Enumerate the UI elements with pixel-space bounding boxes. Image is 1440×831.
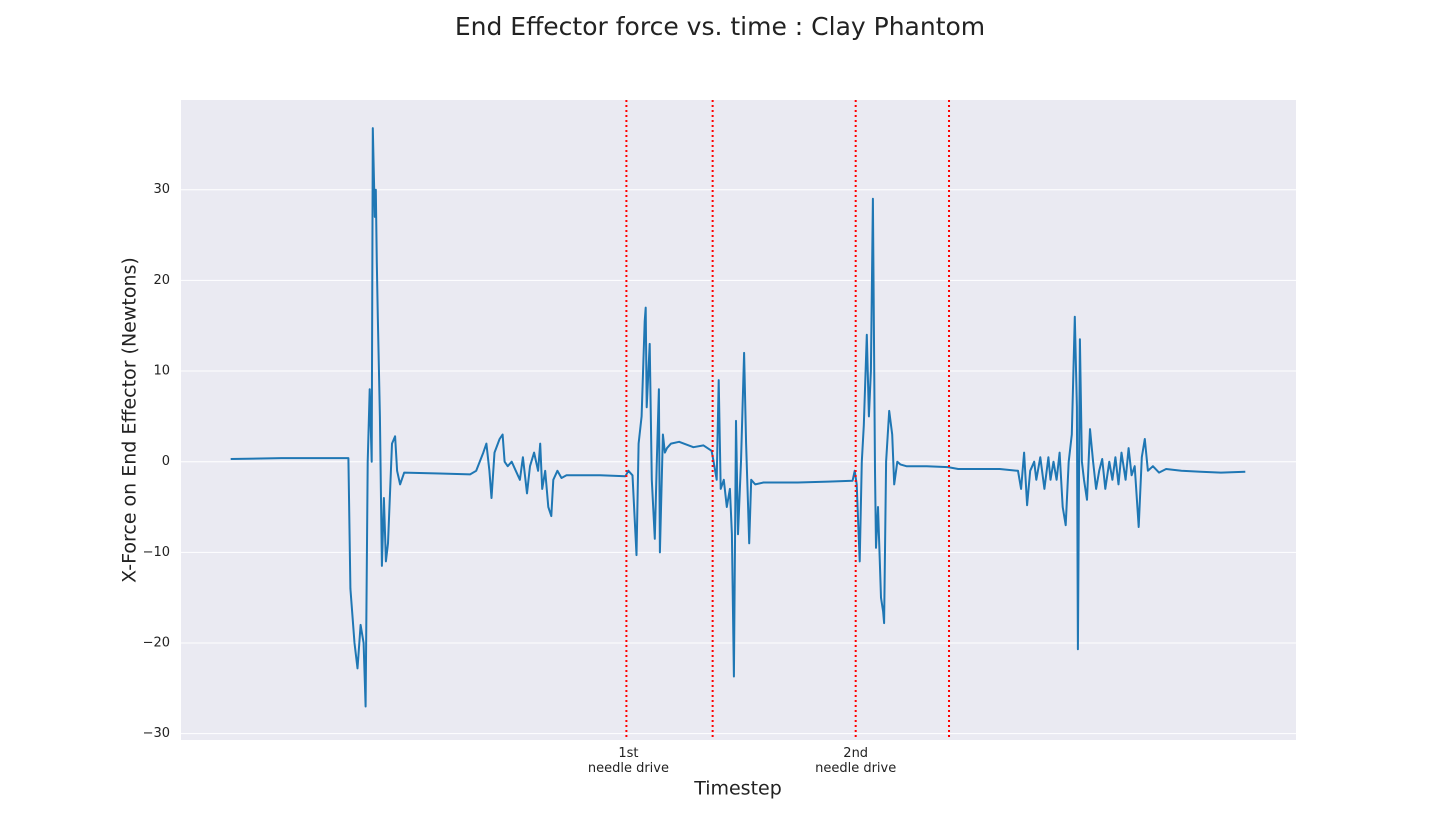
x-tick-label: 1st needle drive — [588, 746, 669, 776]
x-tick-label-line: 2nd — [843, 746, 868, 761]
y-axis-label: X-Force on End Effector (Newtons) — [119, 257, 141, 583]
chart-title: End Effector force vs. time : Clay Phant… — [455, 12, 985, 41]
y-tick-label: −10 — [143, 545, 170, 560]
x-tick-label-line: needle drive — [588, 761, 669, 776]
plot-area — [181, 100, 1296, 740]
data-line — [230, 127, 1246, 708]
y-tick-label: −20 — [143, 636, 170, 651]
x-tick-label-line: 1st — [618, 746, 638, 761]
x-tick-label: 2nd needle drive — [815, 746, 896, 776]
y-tick-label: −30 — [143, 726, 170, 741]
x-tick-label-line: needle drive — [815, 761, 896, 776]
y-tick-label: 30 — [153, 182, 170, 197]
y-tick-label: 0 — [162, 454, 170, 469]
y-tick-label: 20 — [153, 273, 170, 288]
x-axis-label: Timestep — [693, 778, 782, 800]
y-tick-label: 10 — [153, 364, 170, 379]
